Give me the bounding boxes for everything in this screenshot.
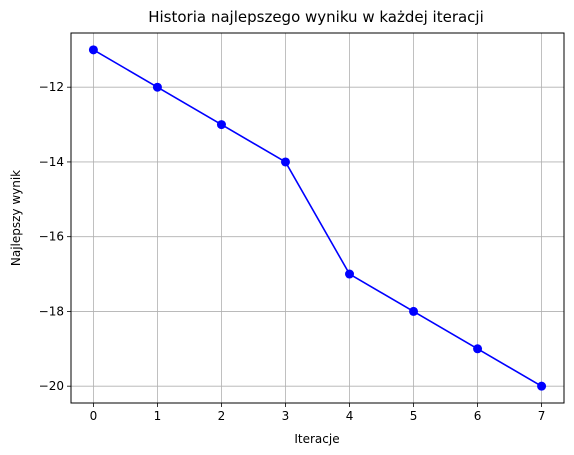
plot-area — [88, 45, 547, 391]
series-line — [93, 49, 542, 387]
y-tick-label: −16 — [39, 230, 64, 244]
data-point — [409, 306, 419, 316]
data-point — [345, 269, 355, 279]
x-tick-label: 6 — [474, 409, 482, 423]
data-point — [88, 45, 98, 55]
chart-title: Historia najlepszego wyniku w każdej ite… — [148, 8, 484, 26]
y-tick-label: −18 — [39, 304, 64, 318]
y-tick-label: −14 — [39, 155, 64, 169]
grid-lines — [71, 33, 564, 403]
data-point — [216, 120, 226, 130]
data-point — [473, 344, 483, 354]
x-tick-label: 1 — [154, 409, 162, 423]
y-axis-label: Najlepszy wynik — [9, 170, 23, 266]
x-axis-label: Iteracje — [294, 432, 339, 446]
x-tick-label: 4 — [346, 409, 354, 423]
x-tick-label: 7 — [538, 409, 546, 423]
plot-frame — [70, 32, 565, 404]
x-tick-label: 5 — [410, 409, 418, 423]
x-tick-label: 3 — [282, 409, 290, 423]
y-axis-ticks: −12 −14 −16 −18 −20 — [39, 80, 71, 393]
data-point — [280, 157, 290, 167]
data-point — [537, 381, 547, 391]
x-tick-label: 0 — [90, 409, 98, 423]
y-tick-label: −12 — [39, 80, 64, 94]
y-tick-label: −20 — [39, 379, 64, 393]
data-point — [152, 82, 162, 92]
x-axis-ticks: 0 1 2 3 4 5 6 7 — [90, 403, 546, 423]
x-tick-label: 2 — [218, 409, 226, 423]
